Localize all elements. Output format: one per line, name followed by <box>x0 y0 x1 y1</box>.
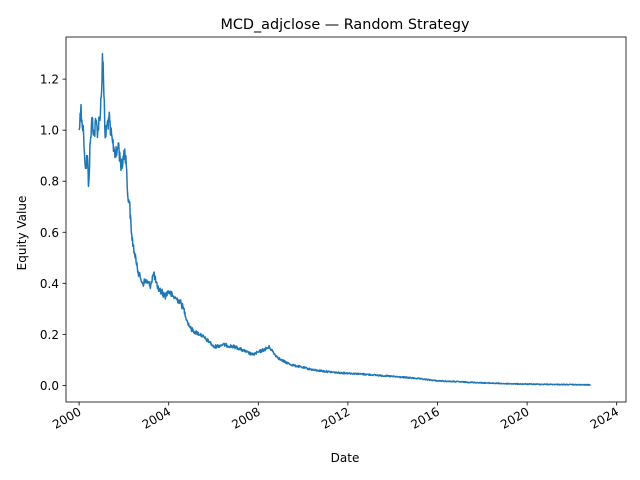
chart-title: MCD_adjclose — Random Strategy <box>220 17 470 33</box>
y-tick-label-4: 0.8 <box>40 175 59 189</box>
x-axis-title: Date <box>331 451 360 465</box>
y-tick-label-1: 0.2 <box>40 328 59 342</box>
y-tick-label-0: 0.0 <box>40 379 59 393</box>
y-tick-label-5: 1.0 <box>40 124 59 138</box>
y-tick-label-6: 1.2 <box>40 73 59 87</box>
y-tick-label-2: 0.4 <box>40 277 59 291</box>
series-line-0 <box>78 52 591 387</box>
y-axis-title: Equity Value <box>15 196 29 271</box>
y-tick-label-3: 0.6 <box>40 226 59 240</box>
axes-frame <box>65 36 627 403</box>
